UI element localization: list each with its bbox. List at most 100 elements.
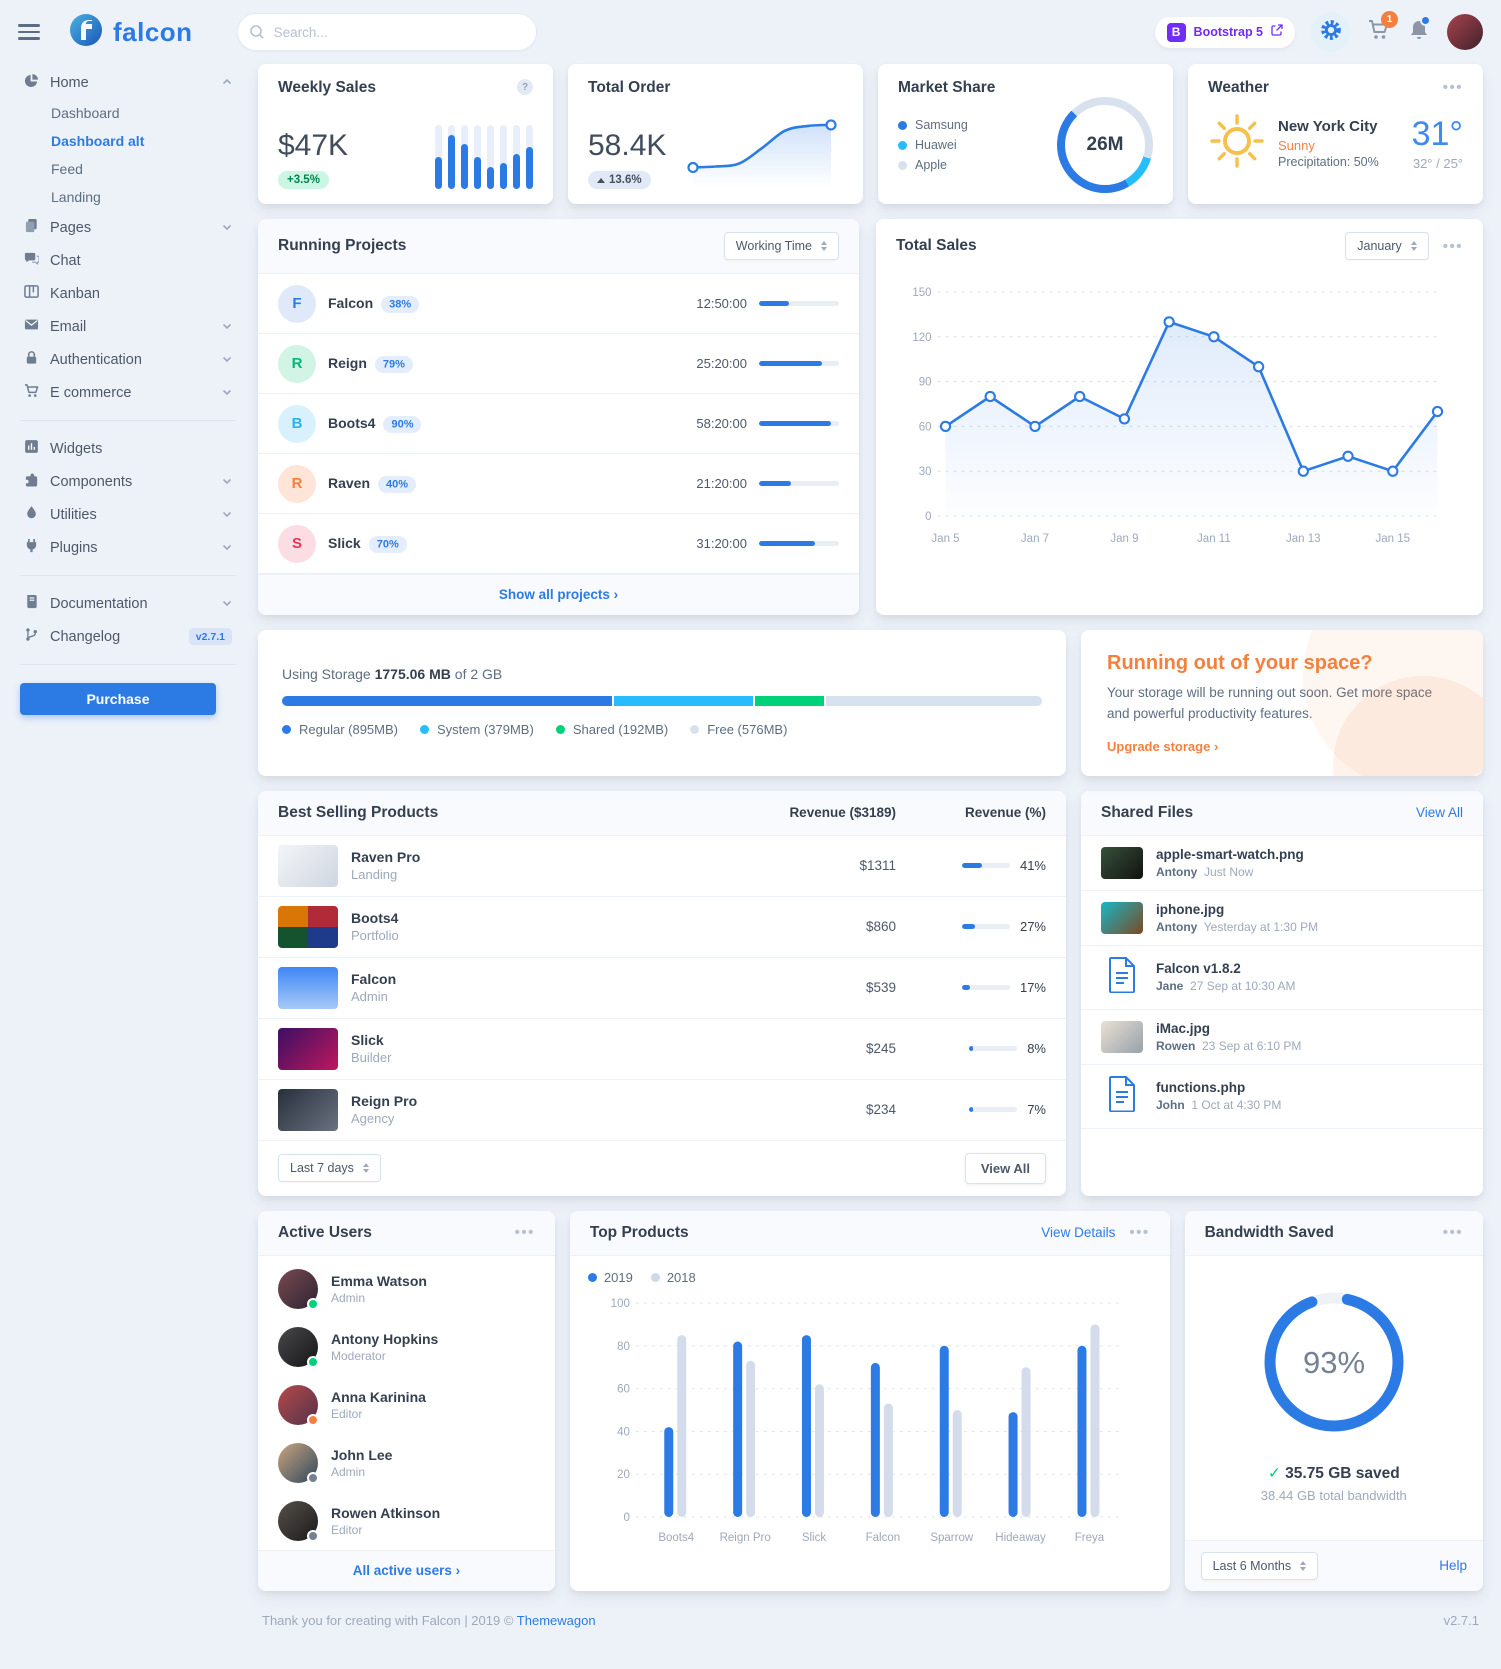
view-details-link[interactable]: View Details [1041, 1225, 1116, 1241]
avatar [278, 1268, 319, 1310]
shared-files-card: Shared Files View All apple-smart-watch.… [1081, 790, 1483, 1196]
sort-arrows-icon [1300, 1560, 1307, 1571]
svg-text:0: 0 [925, 511, 931, 523]
month-select[interactable]: January [1345, 232, 1429, 260]
help-icon[interactable]: ? [517, 79, 533, 95]
legend-item-apple: Apple [898, 155, 968, 175]
all-active-users-link[interactable]: All active users › [352, 1562, 461, 1578]
product-row-falcon[interactable]: Falcon Admin $539 17% [258, 958, 1066, 1019]
top-products-menu-icon[interactable]: ••• [1129, 1224, 1150, 1242]
sidebar-item-pages[interactable]: Pages [20, 211, 236, 244]
purchase-button[interactable]: Purchase [20, 683, 216, 715]
project-time: 21:20:00 [696, 476, 747, 491]
project-row-falcon[interactable]: F Falcon 38% 12:50:00 [258, 274, 859, 334]
project-percent-badge: 70% [368, 536, 407, 553]
user-row-emma-watson[interactable]: Emma Watson Admin [258, 1260, 555, 1318]
sidebar-divider [20, 664, 236, 665]
chevron-down-icon [222, 385, 232, 401]
user-row-anna-karinina[interactable]: Anna Karinina Editor [258, 1376, 555, 1434]
file-row-imac-jpg[interactable]: iMac.jpg Rowen 23 Sep at 6:10 PM [1081, 1010, 1483, 1065]
search-input[interactable] [236, 13, 537, 51]
user-name: Rowen Atkinson [331, 1504, 441, 1521]
chevron-down-icon [222, 319, 232, 335]
external-link-icon [1271, 23, 1283, 41]
user-row-rowen-atkinson[interactable]: Rowen Atkinson Editor [258, 1492, 555, 1550]
file-meta: Jane 27 Sep at 10:30 AM [1156, 979, 1296, 994]
sidebar-item-kanban[interactable]: Kanban [20, 277, 236, 310]
user-row-antony-hopkins[interactable]: Antony Hopkins Moderator [258, 1318, 555, 1376]
sidebar-item-feed[interactable]: Feed [51, 161, 83, 177]
svg-text:0: 0 [623, 1512, 629, 1524]
sidebar-item-plugins[interactable]: Plugins [20, 531, 236, 564]
product-row-slick[interactable]: Slick Builder $245 8% [258, 1019, 1066, 1080]
notifications-button[interactable] [1407, 14, 1431, 47]
status-dot [307, 1413, 319, 1426]
file-meta: Antony Yesterday at 1:30 PM [1156, 919, 1319, 934]
sidebar-item-changelog[interactable]: Changelog v2.7.1 [20, 620, 236, 653]
sidebar-item-widgets[interactable]: Widgets [20, 432, 236, 465]
chevron-right-icon: › [455, 1562, 461, 1578]
help-link[interactable]: Help [1439, 1558, 1467, 1574]
sidebar-item-home[interactable]: Home [20, 66, 236, 99]
file-row-iphone-jpg[interactable]: iphone.jpg Antony Yesterday at 1:30 PM [1081, 891, 1483, 946]
last-6-months-select[interactable]: Last 6 Months [1200, 1551, 1319, 1580]
file-meta: John 1 Oct at 4:30 PM [1156, 1098, 1282, 1113]
product-row-reign-pro[interactable]: Reign Pro Agency $234 7% [258, 1080, 1066, 1141]
project-row-boots4[interactable]: B Boots4 90% 58:20:00 [258, 394, 859, 454]
themewagon-link[interactable]: Themewagon [516, 1612, 596, 1628]
product-row-boots4[interactable]: Boots4 Portfolio $860 27% [258, 897, 1066, 958]
total-sales-menu-icon[interactable]: ••• [1442, 237, 1463, 255]
project-time: 12:50:00 [696, 296, 747, 311]
market-share-title: Market Share [898, 79, 996, 96]
active-users-menu-icon[interactable]: ••• [514, 1224, 535, 1242]
sidebar-item-dashboard-alt[interactable]: Dashboard alt [51, 133, 145, 149]
total-order-change-badge: 13.6% [588, 171, 651, 189]
settings-button[interactable] [1311, 12, 1351, 52]
branch-icon [24, 627, 39, 646]
project-row-reign[interactable]: R Reign 79% 25:20:00 [258, 334, 859, 394]
sidebar-item-components[interactable]: Components [20, 465, 236, 498]
project-row-raven[interactable]: R Raven 40% 21:20:00 [258, 454, 859, 514]
hamburger-menu-icon[interactable] [18, 24, 40, 40]
sidebar-item-e-commerce[interactable]: E commerce [20, 376, 236, 409]
product-row-raven-pro[interactable]: Raven Pro Landing $1311 41% [258, 836, 1066, 897]
file-icon [1101, 956, 1143, 998]
svg-text:Sparrow: Sparrow [930, 1532, 974, 1544]
project-row-slick[interactable]: S Slick 70% 31:20:00 [258, 514, 859, 574]
cart-button[interactable]: 1 [1367, 10, 1398, 47]
search-box[interactable] [236, 13, 537, 51]
sidebar-item-utilities[interactable]: Utilities [20, 498, 236, 531]
status-dot [307, 1471, 319, 1484]
product-revenue: $539 [865, 980, 896, 996]
bandwidth-menu-icon[interactable]: ••• [1442, 1224, 1463, 1242]
file-row-apple-smart-watch-png[interactable]: apple-smart-watch.png Antony Just Now [1081, 836, 1483, 891]
bootstrap-version-badge[interactable]: B Bootstrap 5 [1154, 16, 1295, 48]
upgrade-storage-link[interactable]: Upgrade storage › [1107, 738, 1219, 754]
working-time-select[interactable]: Working Time [723, 232, 839, 260]
chevron-right-icon: › [613, 587, 619, 602]
product-name: Slick [351, 1032, 384, 1049]
weather-precipitation: Precipitation: 50% [1278, 154, 1379, 169]
view-all-button[interactable]: View All [964, 1152, 1046, 1184]
user-row-john-lee[interactable]: John Lee Admin [258, 1434, 555, 1492]
sidebar-item-email[interactable]: Email [20, 310, 236, 343]
weather-menu-icon[interactable]: ••• [1442, 79, 1463, 96]
shared-files-view-all-link[interactable]: View All [1415, 805, 1463, 821]
footer-version: v2.7.1 [1443, 1612, 1479, 1628]
sidebar-item-chat[interactable]: Chat [20, 244, 236, 277]
user-avatar[interactable] [1447, 14, 1483, 50]
sidebar-item-dashboard[interactable]: Dashboard [51, 105, 120, 121]
sidebar-item-documentation[interactable]: Documentation [20, 587, 236, 620]
sidebar-item-authentication[interactable]: Authentication [20, 343, 236, 376]
storage-title: Using Storage 1775.06 MB of 2 GB [282, 665, 503, 682]
last-7-days-select[interactable]: Last 7 days [278, 1154, 381, 1183]
file-row-functions-php[interactable]: functions.php John 1 Oct at 4:30 PM [1081, 1065, 1483, 1129]
sidebar-item-landing[interactable]: Landing [51, 189, 101, 205]
svg-text:Jan 11: Jan 11 [1197, 533, 1231, 545]
svg-text:Jan 13: Jan 13 [1286, 533, 1321, 545]
market-share-legend: Samsung Huawei Apple [898, 115, 968, 175]
show-all-projects-link[interactable]: Show all projects › [498, 587, 619, 602]
falcon-logo[interactable]: falcon [68, 12, 193, 53]
file-row-falcon-v1-8-2[interactable]: Falcon v1.8.2 Jane 27 Sep at 10:30 AM [1081, 946, 1483, 1010]
chevron-down-icon [222, 474, 232, 490]
